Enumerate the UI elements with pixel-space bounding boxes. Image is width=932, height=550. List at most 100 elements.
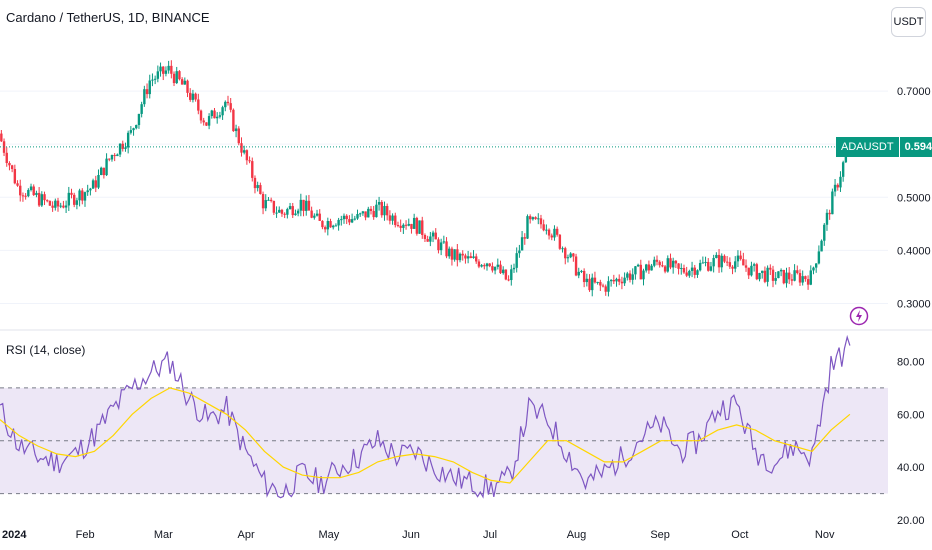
candle-body [375, 204, 378, 218]
candle-body [280, 209, 284, 214]
candle-body [790, 279, 794, 281]
candle-body [777, 271, 780, 279]
candle-body [35, 192, 38, 196]
candle-body [64, 205, 68, 208]
candle-body [121, 143, 124, 149]
candle-body [318, 213, 321, 221]
candle-body [698, 263, 702, 271]
candle-body [701, 262, 705, 264]
candle-body [345, 215, 348, 220]
candle-body [550, 235, 553, 238]
candle-body [8, 163, 11, 166]
badge-symbol: ADAUSDT [836, 136, 900, 157]
candle-body [132, 128, 135, 131]
candle-body [429, 236, 432, 242]
candle-body [140, 104, 143, 114]
candle-body [628, 273, 632, 280]
candle-body [89, 188, 92, 191]
symbol-title[interactable]: Cardano / TetherUS, 1D, BINANCE [6, 10, 210, 25]
candle-body [717, 254, 721, 268]
candle-body [626, 273, 629, 278]
candle-body [448, 248, 451, 257]
candle-body [105, 158, 108, 176]
candle-body [477, 261, 481, 267]
candle-body [798, 273, 802, 283]
candle-body [137, 113, 141, 126]
candle-body [383, 205, 386, 216]
candle-body [334, 225, 338, 227]
candle-body [159, 66, 162, 72]
candle-body [731, 266, 734, 269]
currency-button[interactable]: USDT [891, 7, 926, 37]
candle-body [329, 221, 332, 228]
candle-body [167, 65, 170, 71]
candle-body [240, 143, 243, 153]
candle-body [817, 251, 821, 264]
candle-body [669, 258, 672, 268]
candle-body [296, 210, 300, 214]
candle-body [439, 242, 443, 251]
candle-body [442, 241, 446, 243]
candle-body [56, 200, 60, 207]
candle-body [779, 269, 783, 272]
badge-price: 0.5949 [899, 136, 932, 157]
time-tick-label: Nov [815, 529, 835, 541]
candle-body [162, 66, 165, 74]
candle-body [736, 255, 740, 262]
candle-body [677, 263, 680, 269]
candle-body [248, 160, 251, 162]
candle-body [674, 260, 678, 264]
rsi-line [0, 334, 851, 499]
candle-body [299, 199, 303, 211]
candle-body [693, 267, 696, 275]
candle-body [215, 116, 219, 119]
candle-body [367, 208, 370, 218]
candle-body [372, 210, 375, 218]
candle-body [763, 270, 767, 282]
candle-body [394, 215, 397, 226]
candle-body [145, 89, 149, 95]
time-tick-label: Sep [650, 529, 670, 541]
candle-body [70, 192, 73, 195]
time-axis: 2024 Feb Mar Apr May Jun Jul Aug Sep Oct Nov [2, 529, 835, 541]
candle-body [83, 192, 87, 201]
candle-body [24, 195, 27, 197]
candle-body [761, 270, 764, 273]
candle-body [769, 267, 772, 270]
candle-body [126, 132, 130, 148]
candle-body [836, 184, 839, 188]
candle-body [464, 255, 467, 259]
candle-body [612, 279, 616, 282]
candle-body [782, 269, 786, 284]
candle-body [294, 213, 297, 216]
candle-body [205, 122, 208, 126]
candle-body [456, 249, 459, 261]
candle-body [124, 147, 127, 149]
candle-body [218, 115, 222, 117]
candle-body [213, 110, 216, 119]
time-tick-label: Jul [483, 529, 497, 541]
candle-body [253, 177, 257, 189]
candle-body [348, 219, 351, 223]
lightning-alert-icon[interactable] [849, 306, 869, 326]
candle-body [361, 211, 365, 214]
candle-body [380, 201, 383, 216]
candle-body [747, 267, 750, 276]
candle-body [666, 258, 669, 272]
candle-body [469, 256, 473, 259]
candle-body [337, 219, 340, 226]
candle-body [135, 125, 138, 129]
candle-body [202, 120, 205, 123]
candle-body [631, 274, 634, 280]
candle-body [342, 215, 346, 220]
candle-body [820, 240, 823, 252]
candle-body [221, 107, 224, 116]
candle-body [245, 150, 249, 161]
candle-body [496, 264, 500, 267]
candle-body [415, 217, 419, 234]
candle-body [566, 257, 570, 259]
candle-body [601, 285, 605, 287]
candle-body [620, 281, 624, 284]
candle-body [99, 167, 103, 175]
